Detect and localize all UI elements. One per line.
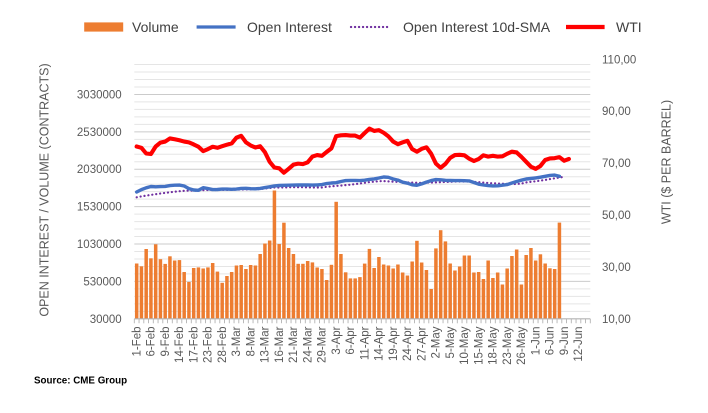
- svg-text:15-May: 15-May: [473, 326, 485, 365]
- svg-text:27-Apr: 27-Apr: [416, 326, 428, 361]
- svg-text:29-Mar: 29-Mar: [317, 326, 329, 363]
- svg-text:Open Interest 10d-SMA: Open Interest 10d-SMA: [403, 19, 551, 35]
- svg-text:5-May: 5-May: [445, 326, 457, 358]
- svg-text:OPEN INTEREST / VOLUME (CONTRA: OPEN INTEREST / VOLUME (CONTRACTS): [38, 63, 52, 316]
- svg-text:530000: 530000: [83, 276, 121, 288]
- svg-text:30000: 30000: [90, 314, 122, 326]
- svg-text:3-Apr: 3-Apr: [331, 326, 343, 354]
- svg-text:3030000: 3030000: [77, 89, 122, 101]
- svg-text:30,00: 30,00: [602, 262, 631, 274]
- svg-text:21-Mar: 21-Mar: [288, 326, 300, 363]
- svg-text:13-Mar: 13-Mar: [260, 326, 272, 363]
- svg-text:18-May: 18-May: [488, 326, 500, 365]
- svg-text:6-Jun: 6-Jun: [545, 327, 557, 356]
- svg-text:2530000: 2530000: [77, 127, 122, 139]
- svg-text:12-Jun: 12-Jun: [573, 327, 585, 362]
- svg-text:1530000: 1530000: [77, 202, 122, 214]
- svg-text:1030000: 1030000: [77, 239, 122, 251]
- svg-text:9-Feb: 9-Feb: [160, 327, 172, 357]
- svg-text:1-Jun: 1-Jun: [530, 327, 542, 356]
- svg-text:2-May: 2-May: [431, 326, 443, 358]
- svg-text:23-Feb: 23-Feb: [203, 327, 215, 363]
- svg-text:17-Feb: 17-Feb: [188, 327, 200, 363]
- svg-text:16-Mar: 16-Mar: [274, 326, 286, 363]
- svg-text:50,00: 50,00: [602, 210, 631, 222]
- svg-text:9-Jun: 9-Jun: [559, 327, 571, 356]
- svg-text:Volume: Volume: [132, 19, 179, 35]
- svg-text:19-Apr: 19-Apr: [388, 326, 400, 361]
- svg-text:6-Feb: 6-Feb: [146, 327, 158, 357]
- svg-text:26-May: 26-May: [516, 326, 528, 365]
- svg-text:6-Apr: 6-Apr: [345, 326, 357, 354]
- svg-text:2030000: 2030000: [77, 164, 122, 176]
- svg-text:14-Apr: 14-Apr: [374, 326, 386, 361]
- svg-text:24-Mar: 24-Mar: [302, 326, 314, 363]
- svg-text:10-May: 10-May: [459, 326, 471, 365]
- svg-text:Open Interest: Open Interest: [247, 19, 332, 35]
- svg-text:14-Feb: 14-Feb: [174, 327, 186, 363]
- svg-text:28-Feb: 28-Feb: [217, 327, 229, 363]
- svg-text:Source: CME Group: Source: CME Group: [34, 376, 127, 387]
- svg-text:WTI: WTI: [616, 19, 642, 35]
- svg-text:110,00: 110,00: [602, 54, 636, 66]
- svg-text:8-Mar: 8-Mar: [245, 326, 257, 356]
- svg-text:11-Apr: 11-Apr: [359, 326, 371, 360]
- svg-text:70,00: 70,00: [602, 158, 631, 170]
- svg-text:3-Mar: 3-Mar: [231, 326, 243, 356]
- svg-text:90,00: 90,00: [602, 106, 631, 118]
- svg-text:24-Apr: 24-Apr: [402, 326, 414, 361]
- svg-text:1-Feb: 1-Feb: [131, 327, 143, 357]
- svg-text:10,00: 10,00: [602, 314, 631, 326]
- svg-text:WTI ($ PER BARREL): WTI ($ PER BARREL): [660, 100, 674, 224]
- svg-text:23-May: 23-May: [502, 326, 514, 365]
